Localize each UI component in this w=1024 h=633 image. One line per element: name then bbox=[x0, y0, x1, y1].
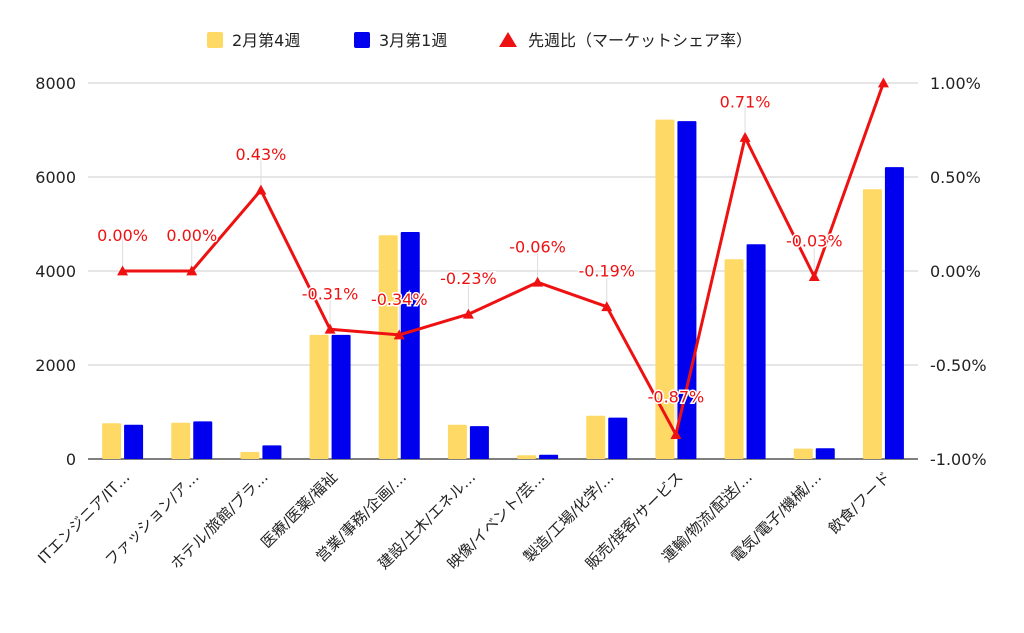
data-label: -0.03% bbox=[786, 232, 843, 251]
line-marker-triangle bbox=[808, 271, 820, 282]
line-series bbox=[117, 77, 889, 439]
bar-series-1 bbox=[586, 415, 606, 459]
gridlines bbox=[88, 82, 918, 460]
left-axis: 0 2000 4000 6000 8000 bbox=[35, 74, 76, 469]
bar-series-2 bbox=[124, 424, 144, 459]
bar-series-1 bbox=[447, 424, 467, 459]
bar-series-2 bbox=[815, 448, 835, 459]
bar-series-2 bbox=[746, 244, 766, 459]
data-label: 0.00% bbox=[97, 226, 148, 245]
data-label: 0.00% bbox=[166, 226, 217, 245]
legend: 2月第4週 3月第1週 先週比（マーケットシェア率） bbox=[207, 31, 752, 50]
data-label: -0.06% bbox=[509, 237, 566, 256]
bar-series-1 bbox=[862, 189, 882, 459]
bar-series-2 bbox=[884, 167, 904, 459]
bar-series-1 bbox=[309, 334, 329, 459]
left-tick-label: 0 bbox=[66, 450, 76, 469]
left-tick-label: 2000 bbox=[35, 356, 76, 375]
left-tick-label: 4000 bbox=[35, 262, 76, 281]
bar-series-1 bbox=[102, 423, 122, 459]
bar-series-1 bbox=[517, 455, 537, 459]
left-tick-label: 6000 bbox=[35, 168, 76, 187]
bar-series-2 bbox=[262, 445, 282, 459]
line-marker-triangle bbox=[117, 265, 129, 276]
line-marker-triangle bbox=[532, 276, 544, 287]
bar-series-1 bbox=[240, 451, 260, 459]
bar-series-2 bbox=[539, 454, 559, 459]
legend-swatch-series-2 bbox=[354, 32, 370, 48]
bar-series-1 bbox=[793, 448, 813, 459]
right-tick-label: -0.50% bbox=[930, 356, 987, 375]
line-path bbox=[122, 82, 885, 437]
bar-series-1 bbox=[171, 422, 191, 459]
data-label: -0.31% bbox=[302, 284, 359, 303]
line-marker-triangle bbox=[393, 329, 405, 340]
bar-series-2 bbox=[608, 417, 628, 459]
right-axis: -1.00% -0.50% 0.00% 0.50% 1.00% bbox=[930, 74, 987, 469]
data-labels: 0.00% 0.00%0.43%-0.31% -0.34%-0.23%-0.06%-… bbox=[96, 91, 844, 408]
data-label: -0.19% bbox=[578, 262, 635, 281]
line-marker-triangle bbox=[670, 429, 682, 439]
legend-label-series-1: 2月第4週 bbox=[232, 31, 300, 50]
bar-series-1 bbox=[655, 119, 675, 459]
line-marker-triangle bbox=[601, 301, 613, 312]
legend-swatch-series-1 bbox=[207, 32, 223, 48]
data-label: 0.43% bbox=[236, 145, 287, 164]
legend-triangle-icon bbox=[499, 32, 517, 47]
data-label: 0.71% bbox=[720, 93, 771, 112]
line-marker-triangle bbox=[186, 265, 198, 276]
legend-label-series-2: 3月第1週 bbox=[379, 31, 447, 50]
right-tick-label: -1.00% bbox=[930, 450, 987, 469]
line-marker-triangle bbox=[324, 323, 336, 334]
line-marker-triangle bbox=[739, 132, 751, 142]
line-marker-triangle bbox=[462, 308, 474, 319]
bar-series-2 bbox=[400, 231, 420, 459]
bar-series-1 bbox=[724, 259, 744, 459]
data-label: -0.34% bbox=[371, 290, 428, 309]
data-label: -0.23% bbox=[440, 269, 497, 288]
right-tick-label: 1.00% bbox=[930, 74, 981, 93]
bar-series-2 bbox=[677, 121, 697, 459]
bar-series-2 bbox=[469, 426, 489, 459]
category-axis: ITエンジニア/IT…ファッション/ア…ホテル/旅館/ブラ…医療/医薬/福祉営業… bbox=[34, 468, 894, 573]
data-label: -0.87% bbox=[648, 388, 705, 407]
bar-series-1 bbox=[378, 235, 398, 459]
left-tick-label: 8000 bbox=[35, 74, 76, 93]
right-tick-label: 0.50% bbox=[930, 168, 981, 187]
line-marker-triangle bbox=[255, 184, 267, 195]
right-tick-label: 0.00% bbox=[930, 262, 981, 281]
category-label: 飲食/フード bbox=[825, 468, 894, 537]
bar-series bbox=[102, 119, 904, 459]
line-marker-triangle bbox=[877, 77, 889, 88]
bar-series-2 bbox=[193, 421, 213, 459]
legend-label-series-3: 先週比（マーケットシェア率） bbox=[528, 31, 752, 50]
bar-series-2 bbox=[331, 334, 351, 459]
